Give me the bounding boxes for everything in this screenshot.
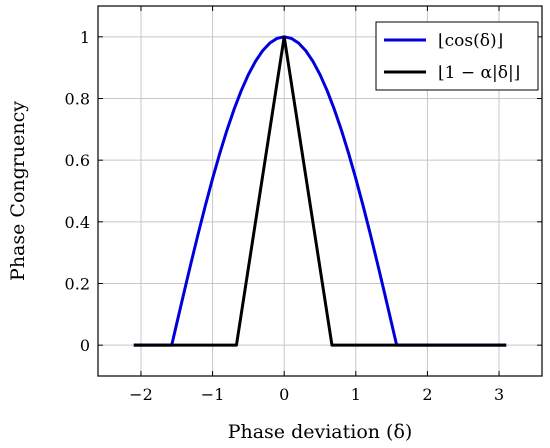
axis-ticks: −2 −1 0 1 2 3 0 0.2 0.4 0.6 0.8 1 — [65, 6, 542, 404]
x-tick-label: −1 — [201, 385, 225, 404]
x-axis-label: Phase deviation (δ) — [228, 421, 413, 443]
x-tick-label: −2 — [129, 385, 153, 404]
y-axis-label: Phase Congruency — [7, 101, 29, 281]
legend-box — [375, 21, 539, 91]
x-tick-label: 2 — [422, 385, 432, 404]
y-tick-label: 0.4 — [65, 213, 90, 232]
legend: ⌊cos(δ)⌋ ⌊1 − α|δ|⌋ — [375, 21, 539, 91]
series-line-2 — [133, 35, 507, 347]
plot-frame — [97, 5, 543, 377]
y-tick-label: 0.6 — [65, 151, 90, 170]
x-tick-label: 0 — [279, 385, 289, 404]
legend-label: ⌊1 − α|δ|⌋ — [438, 63, 520, 83]
y-tick-label: 0 — [80, 336, 90, 355]
x-tick-label: 1 — [351, 385, 361, 404]
series-layer — [133, 35, 507, 347]
y-tick-label: 0.8 — [65, 90, 90, 109]
y-tick-label: 1 — [80, 28, 90, 47]
legend-label: ⌊cos(δ)⌋ — [438, 31, 503, 51]
x-tick-label: 3 — [494, 385, 504, 404]
y-tick-label: 0.2 — [65, 275, 90, 294]
